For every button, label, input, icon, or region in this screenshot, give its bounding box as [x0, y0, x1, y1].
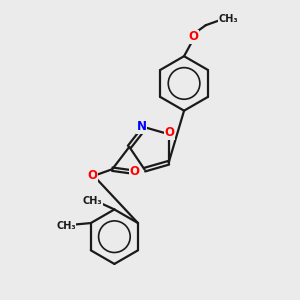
Text: CH₃: CH₃	[83, 196, 103, 206]
Text: O: O	[165, 126, 175, 140]
Text: CH₃: CH₃	[56, 221, 76, 231]
Text: CH₃: CH₃	[218, 14, 238, 24]
Text: O: O	[188, 30, 198, 43]
Text: O: O	[88, 169, 98, 182]
Text: O: O	[130, 165, 140, 178]
Text: N: N	[136, 120, 147, 133]
